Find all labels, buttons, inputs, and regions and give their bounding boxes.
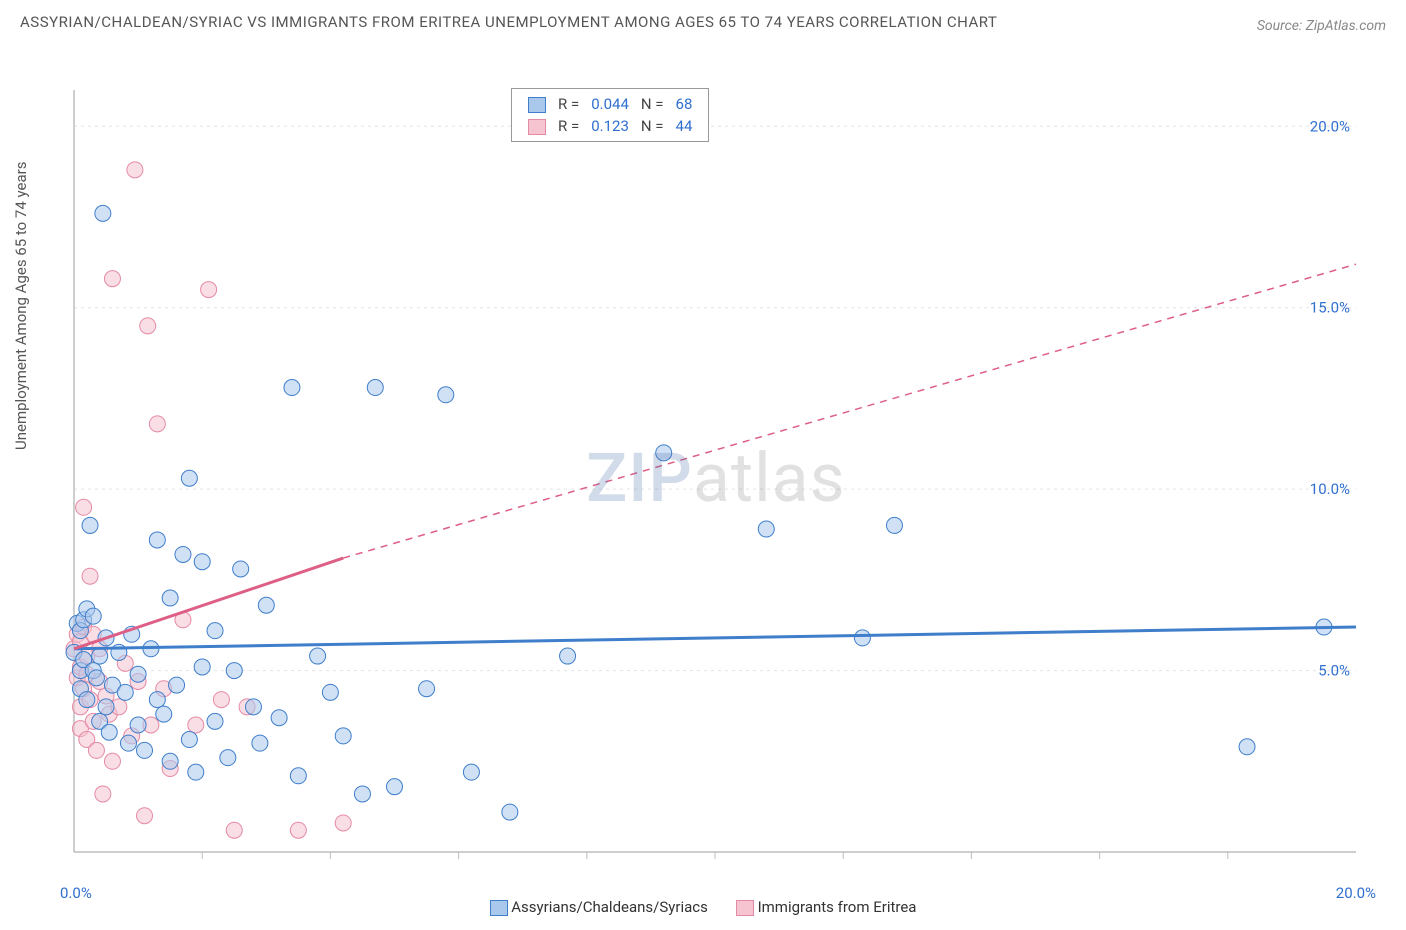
scatter-plot: 5.0% 10.0% 15.0% 20.0%: [56, 82, 1376, 882]
swatch-series-a: [528, 97, 546, 113]
legend-swatch-b: [736, 900, 754, 916]
legend-swatch-a: [490, 900, 508, 916]
legend-item-b: Immigrants from Eritrea: [736, 898, 917, 916]
r-value-a: 0.044: [585, 93, 635, 115]
stats-legend-box: R = 0.044 N = 68 R = 0.123 N = 44: [511, 88, 709, 142]
svg-text:15.0%: 15.0%: [1310, 299, 1350, 317]
chart-title: ASSYRIAN/CHALDEAN/SYRIAC VS IMMIGRANTS F…: [20, 8, 997, 37]
stats-row-a: R = 0.044 N = 68: [522, 93, 698, 115]
chart-stage: 5.0%10.0%15.0%20.0% ZIPatlas R = 0.044 N…: [56, 82, 1376, 882]
r-label-a: R =: [552, 93, 585, 115]
legend-label-a: Assyrians/Chaldeans/Syriacs: [511, 898, 708, 916]
n-value-a: 68: [670, 93, 699, 115]
x-axis-max-label: 20.0%: [1336, 884, 1376, 902]
x-axis-origin-label: 0.0%: [60, 884, 92, 902]
bottom-legend: 0.0% Assyrians/Chaldeans/Syriacs Immigra…: [0, 898, 1406, 916]
y-axis-label: Unemployment Among Ages 65 to 74 years: [12, 162, 30, 450]
source-label: Source: ZipAtlas.com: [1257, 8, 1386, 34]
svg-text:10.0%: 10.0%: [1310, 480, 1350, 498]
legend-item-a: Assyrians/Chaldeans/Syriacs: [490, 898, 708, 916]
legend-label-b: Immigrants from Eritrea: [758, 898, 917, 916]
r-label-b: R =: [552, 115, 585, 137]
swatch-series-b: [528, 119, 546, 135]
svg-text:20.0%: 20.0%: [1310, 117, 1350, 135]
stats-row-b: R = 0.123 N = 44: [522, 115, 698, 137]
n-label-b: N =: [635, 115, 670, 137]
svg-text:5.0%: 5.0%: [1318, 662, 1350, 680]
r-value-b: 0.123: [585, 115, 635, 137]
n-value-b: 44: [670, 115, 699, 137]
n-label-a: N =: [635, 93, 670, 115]
